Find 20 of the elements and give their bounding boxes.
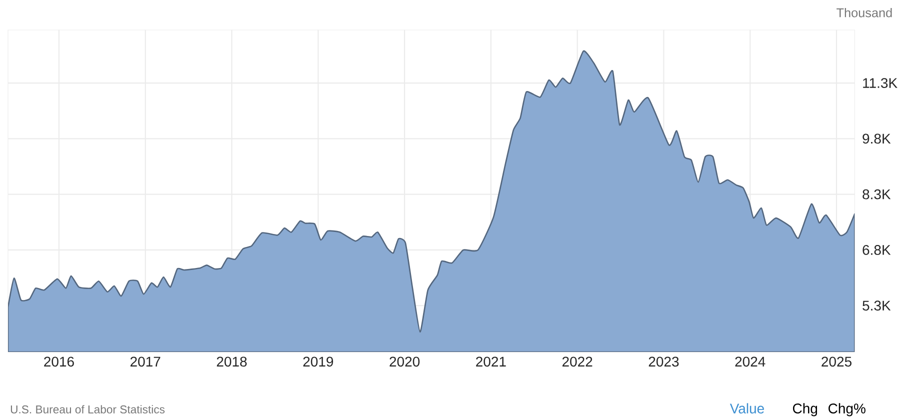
y-tick-label: 8.3K [862,189,891,200]
y-tick-label: 6.8K [862,245,891,255]
text: Chg% [828,403,866,416]
x-tick-label: 2021 [476,356,506,367]
x-tick-label: 2019 [303,356,334,367]
x-tick-label: 2018 [216,356,247,367]
x-tick-label: 2017 [130,356,160,367]
x-tick-label: 2022 [562,356,592,367]
x-tick-label: 2024 [735,356,766,367]
x-tick-label: 2023 [648,356,679,367]
x-tick-label: 2016 [44,356,74,367]
x-tick-label: 2025 [822,356,852,367]
text: U.S. Bureau of Labor Statistics [10,405,165,414]
y-tick-label: 11.3K [863,78,898,88]
text: Value [730,403,764,414]
y-axis-title: Thousand [836,8,892,18]
x-tick-label: 2020 [390,356,420,367]
y-tick-label: 9.8K [862,134,891,144]
y-tick-label: 5.3K [862,300,891,311]
text: Chg [792,403,818,416]
